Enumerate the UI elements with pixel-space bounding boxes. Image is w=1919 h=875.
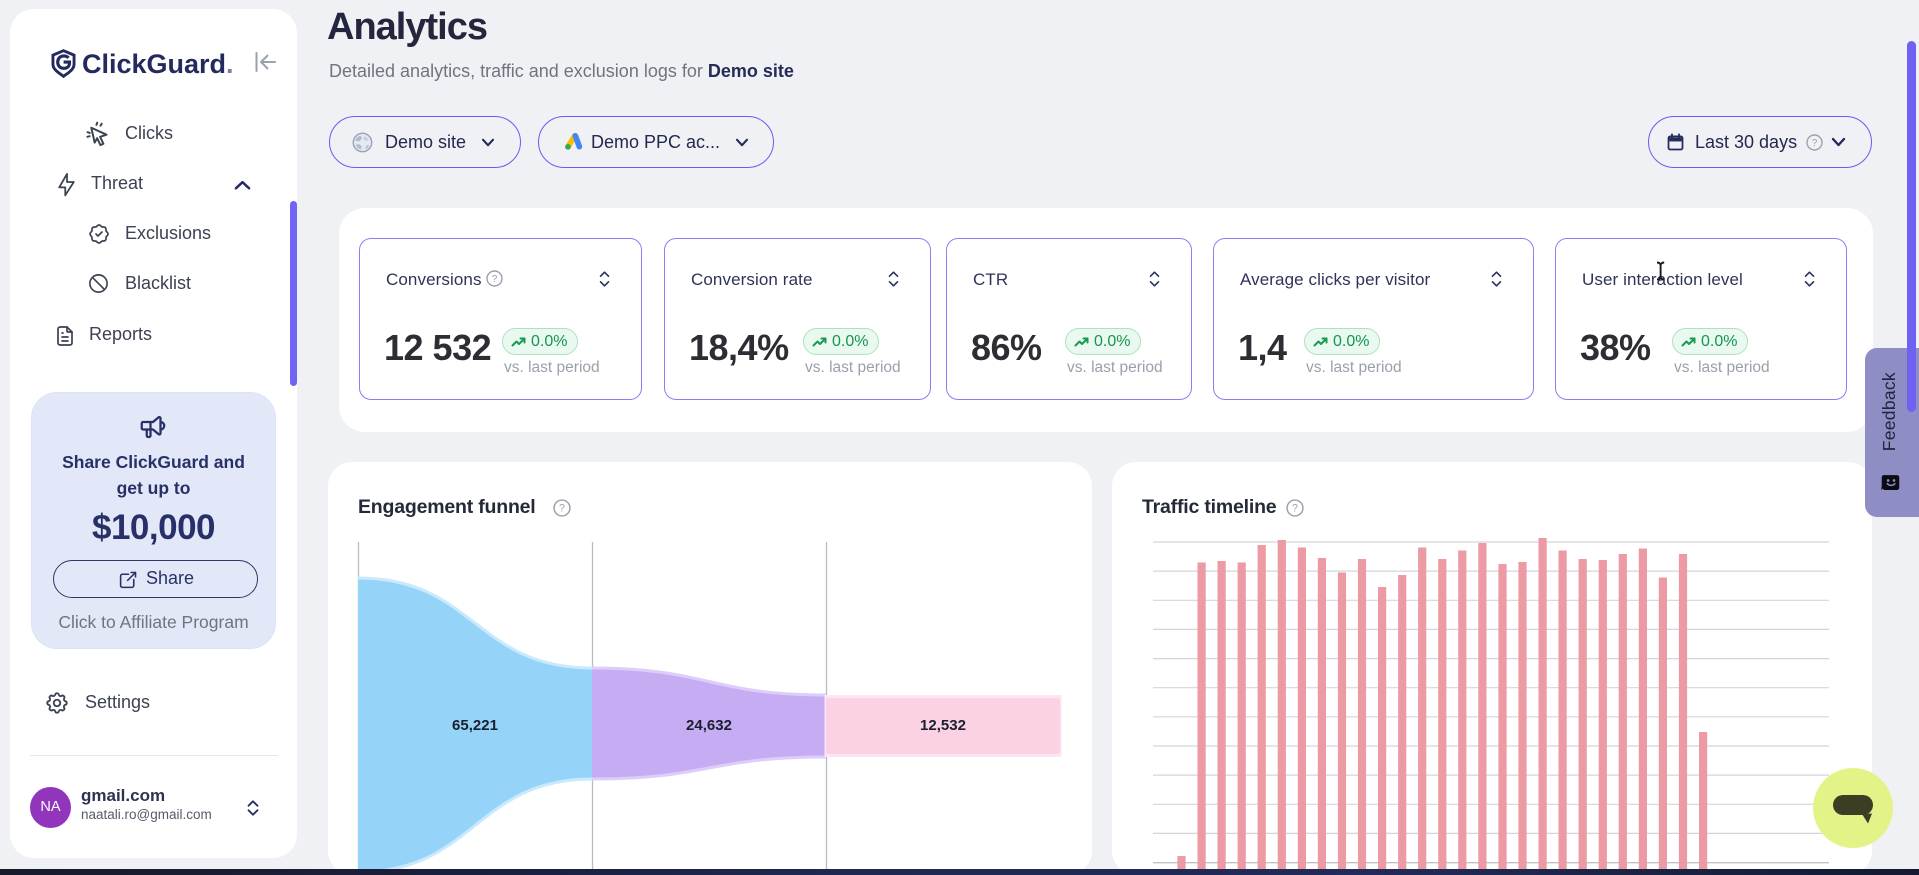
svg-text:65,221: 65,221 — [452, 717, 498, 734]
svg-text:?: ? — [1292, 503, 1298, 515]
svg-text:?: ? — [559, 503, 565, 515]
svg-text:12,532: 12,532 — [920, 717, 966, 734]
svg-text:?: ? — [492, 274, 498, 285]
svg-text:?: ? — [1812, 138, 1818, 149]
svg-text:24,632: 24,632 — [686, 717, 732, 734]
